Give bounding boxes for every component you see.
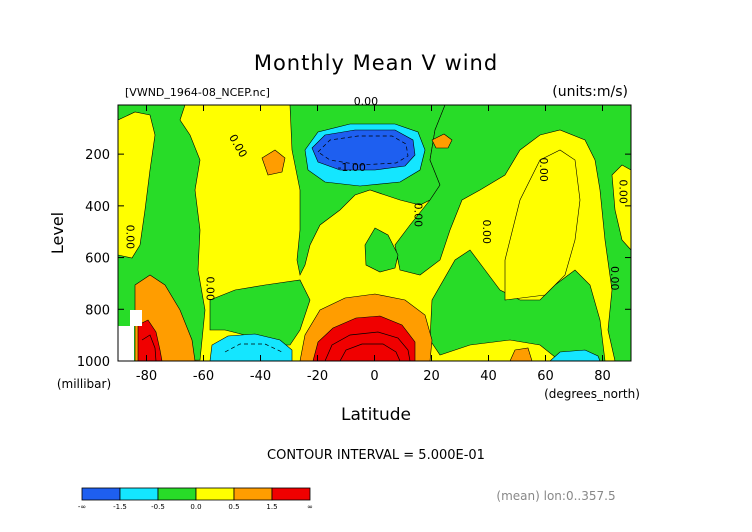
field-cyan-lower [209,333,293,361]
plot-area: 0.000.00-1.00 0.000.000.000.000.000.000.0… [77,95,632,384]
colorbar-swatch [119,487,159,501]
y-axis-label: Level [48,212,67,254]
field-cyan-lower-right [549,349,601,361]
contour-label: 0.00 [411,203,424,228]
field-yellow-far-right [611,164,631,251]
field-green-lower-right [429,249,606,361]
y-tick-label: 200 [85,148,110,163]
y-tick-label: 1000 [77,355,110,370]
contour-solid-3 [141,334,157,361]
contour-solid-1 [324,331,411,361]
field-yellow-left-strip [118,111,156,259]
chart-title: Monthly Mean V wind [254,51,498,75]
colorbar-swatch [271,487,311,501]
contour-label: 0.00 [608,266,621,291]
colorbar-label: -∞ [78,503,86,511]
file-label: [VWND_1964-08_NCEP.nc] [125,86,270,99]
y-axis: 200 400 600 800 1000 [77,148,631,370]
contour-label: 0.00 [617,179,630,204]
field-orange-upper-left [261,149,286,176]
contour-interval: CONTOUR INTERVAL = 5.000E-01 [267,448,485,463]
x-axis: -80 -60 -40 -20 0 20 40 60 80 [136,105,611,384]
x-tick-label: 60 [537,369,554,384]
x-tick-label: -80 [136,369,157,384]
colorbar-label: -1.5 [113,503,127,511]
colorbar-label: -0.5 [151,503,165,511]
x-tick-label: 80 [594,369,611,384]
x-tick-label: -20 [307,369,328,384]
colorbar-swatch [157,487,197,501]
contour-label: 0.00 [480,219,493,244]
colorbar-swatch [81,487,121,501]
field-orange-upper-right [431,133,453,149]
contour-label: 0.00 [354,95,379,108]
y-axis-unit: (millibar) [57,377,111,391]
field-red-low-center [312,315,416,361]
footer-note: (mean) lon:0..357.5 [496,489,615,503]
colorbar-label: ∞ [307,503,313,511]
colorbar: -∞ -1.5 -0.5 0.0 0.5 1.5 ∞ [78,487,313,511]
x-tick-label: -60 [193,369,214,384]
x-axis-unit: (degrees_north) [544,387,640,401]
field-green-center-blob [364,227,399,273]
contour-solid-2 [339,343,401,361]
field-orange-low-right [509,347,533,361]
x-tick-label: 40 [480,369,497,384]
missing-data-mask [130,310,142,326]
field-blue-upper [311,129,416,171]
colorbar-swatch [233,487,273,501]
x-axis-label: Latitude [341,405,411,425]
colorbar-label: 1.5 [266,503,277,511]
contour-fields [118,105,631,361]
contour-label: 0.00 [124,225,137,250]
contour-label: -1.00 [337,161,365,174]
y-tick-label: 600 [85,252,110,267]
x-tick-label: -40 [250,369,271,384]
field-green-mid-band [209,279,311,346]
field-yellow-right-lobe [504,149,581,301]
y-tick-label: 400 [85,200,110,215]
colorbar-swatch [195,487,235,501]
colorbar-label: 0.0 [190,503,201,511]
units-label: (units:m/s) [552,84,628,100]
y-tick-label: 800 [85,303,110,318]
x-tick-label: 20 [423,369,440,384]
missing-data-mask-2 [118,326,134,361]
x-tick-label: 0 [370,369,378,384]
contour-label: 0.00 [537,157,550,182]
field-red-low-left [137,319,163,361]
contour-label: 0.00 [203,276,216,301]
colorbar-label: 0.5 [228,503,239,511]
contour-dashed-2 [224,343,283,353]
contour-dashed-1 [317,135,409,166]
field-green-right [394,105,631,361]
